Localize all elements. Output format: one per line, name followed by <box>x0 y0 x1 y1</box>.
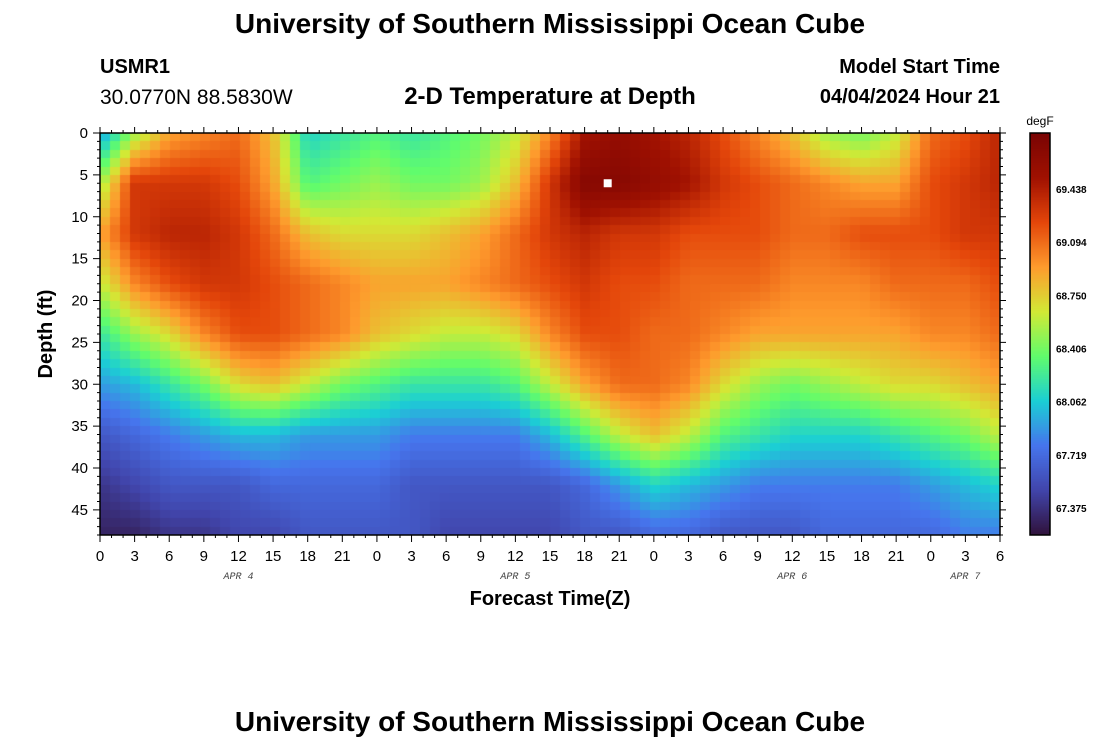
x-tick-label: 6 <box>442 548 450 565</box>
x-tick-label: 15 <box>265 548 282 565</box>
x-tick-label: 0 <box>373 548 381 565</box>
y-axis-title: Depth (ft) <box>35 290 57 379</box>
x-tick-label: 3 <box>407 548 415 565</box>
x-axis-title: Forecast Time(Z) <box>470 588 631 610</box>
x-tick-label: 15 <box>542 548 559 565</box>
x-tick-label: 12 <box>784 548 801 565</box>
y-tick-label: 40 <box>71 460 88 477</box>
model-start-value: 04/04/2024 Hour 21 <box>819 86 1000 108</box>
plot-frame <box>99 132 1001 536</box>
x-tick-label: 21 <box>888 548 905 565</box>
x-tick-label: 3 <box>130 548 138 565</box>
colorbar-unit: degF <box>1026 114 1053 128</box>
y-tick-label: 35 <box>71 418 88 435</box>
colorbar-gradient <box>1030 133 1050 535</box>
x-tick-label: 0 <box>927 548 935 565</box>
x-tick-label: 21 <box>334 548 351 565</box>
colorbar-tick-label: 68.062 <box>1056 398 1087 409</box>
x-tick-label: 21 <box>611 548 628 565</box>
date-label: APR 6 <box>776 572 807 583</box>
y-tick-label: 0 <box>80 125 88 142</box>
x-tick-label: 18 <box>299 548 316 565</box>
x-tick-label: 6 <box>165 548 173 565</box>
station-coordinates: 30.0770N 88.5830W <box>100 86 293 109</box>
x-tick-label: 18 <box>853 548 870 565</box>
colorbar-tick-label: 68.406 <box>1056 345 1087 356</box>
heatmap-image <box>100 133 1000 535</box>
colorbar-tick-label: 69.438 <box>1056 185 1087 196</box>
y-tick-label: 15 <box>71 251 88 268</box>
y-tick-label: 25 <box>71 334 88 351</box>
y-tick-label: 30 <box>71 376 88 393</box>
y-tick-label: 5 <box>80 167 88 184</box>
x-tick-label: 3 <box>961 548 969 565</box>
x-tick-label: 12 <box>230 548 247 565</box>
colorbar-tick-label: 69.094 <box>1056 238 1087 249</box>
x-tick-label: 6 <box>996 548 1004 565</box>
plot-title: 2-D Temperature at Depth <box>404 83 696 110</box>
x-tick-label: 18 <box>576 548 593 565</box>
y-tick-label: 20 <box>71 293 88 310</box>
x-tick-label: 6 <box>719 548 727 565</box>
colorbar-tick-label: 67.719 <box>1056 451 1087 462</box>
date-label: APR 5 <box>499 572 530 583</box>
x-tick-label: 9 <box>754 548 762 565</box>
colorbar-tick-label: 68.750 <box>1056 291 1087 302</box>
station-id: USMR1 <box>100 56 171 78</box>
x-tick-label: 9 <box>477 548 485 565</box>
x-tick-label: 3 <box>684 548 692 565</box>
page-title: University of Southern Mississippi Ocean… <box>234 8 866 39</box>
colorbar-tick-label: 67.375 <box>1056 504 1087 515</box>
x-tick-label: 0 <box>96 548 104 565</box>
x-tick-label: 12 <box>507 548 524 565</box>
y-tick-label: 45 <box>71 502 88 519</box>
date-label: APR 4 <box>222 572 253 583</box>
x-tick-label: 0 <box>650 548 658 565</box>
model-start-label: Model Start Time <box>839 56 1000 78</box>
footer-title: University of Southern Mississippi Ocean… <box>234 706 866 737</box>
max-temp-marker <box>603 179 612 188</box>
date-label: APR 7 <box>949 572 980 583</box>
x-tick-label: 15 <box>819 548 836 565</box>
colorbar-frame <box>1029 132 1051 536</box>
x-tick-label: 9 <box>200 548 208 565</box>
y-tick-label: 10 <box>71 209 88 226</box>
